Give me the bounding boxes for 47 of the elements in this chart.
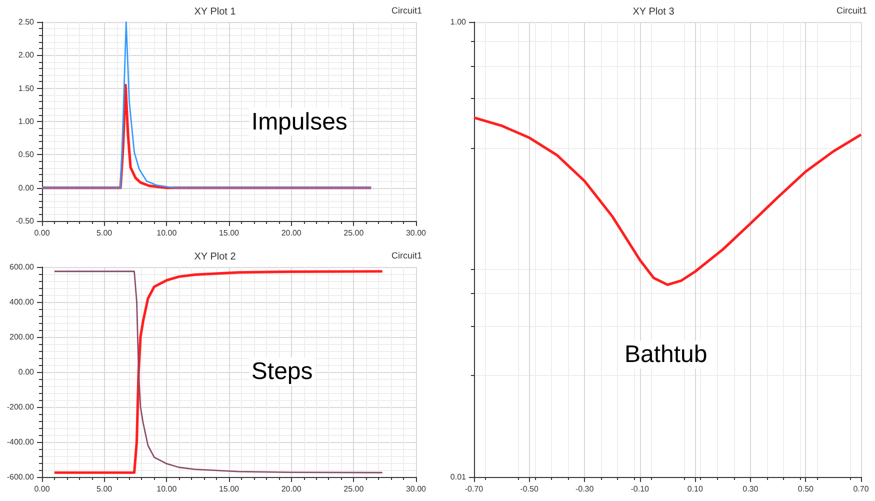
x-tick-label: -0.50 — [520, 484, 539, 494]
annotation: Impulses — [251, 108, 348, 136]
x-tick-label: 30.00 — [406, 484, 427, 494]
y-tick-label: 2.50 — [18, 18, 35, 26]
text: Circuit1 — [391, 250, 422, 260]
annotation: Steps — [251, 358, 313, 386]
chart-title: XY Plot 3 — [632, 6, 675, 18]
x-tick-label: 20.00 — [281, 484, 302, 494]
y-tick-label: -400.00 — [6, 438, 35, 446]
x-tick-label: -0.10 — [630, 484, 650, 494]
y-tick-label: 0.00 — [18, 368, 35, 376]
x-tick-label: -0.70 — [464, 484, 484, 494]
x-tick-label: 0.00 — [34, 228, 50, 238]
y-tick-label: 1.00 — [18, 117, 35, 126]
x-tick-label: 5.00 — [96, 228, 113, 238]
x-tick-label: 0.70 — [853, 484, 870, 494]
x-tick-label: -0.30 — [575, 484, 594, 494]
x-tick-label: 10.00 — [156, 228, 178, 238]
x-tick-label: 25.00 — [344, 228, 364, 238]
y-tick-label: -600.00 — [6, 472, 35, 482]
x-tick-label: 10.00 — [156, 484, 178, 494]
y-tick-label: 1.00 — [450, 18, 467, 26]
chart-title: XY Plot 2 — [194, 252, 236, 262]
y-tick-label: 2.00 — [18, 50, 35, 60]
x-tick-label: 25.00 — [344, 484, 364, 494]
y-tick-label: -0.50 — [16, 216, 35, 226]
text: Circuit1 — [391, 6, 422, 16]
annotation: Bathtub — [624, 341, 708, 368]
x-tick-label: 0.30 — [742, 484, 759, 494]
x-tick-label: 0.50 — [798, 484, 814, 494]
y-tick-label: 0.50 — [18, 150, 35, 160]
y-tick-label: 600.00 — [10, 262, 35, 272]
y-tick-label: -200.00 — [6, 402, 35, 412]
x-tick-label: 15.00 — [218, 228, 240, 238]
x-tick-label: 15.00 — [218, 484, 240, 494]
text: Circuit1 — [836, 6, 868, 16]
x-tick-label: 0.00 — [34, 484, 50, 494]
x-tick-label: 0.10 — [687, 484, 704, 494]
x-tick-label: 30.00 — [406, 228, 427, 238]
y-tick-label: 400.00 — [10, 298, 35, 306]
chart-title: XY Plot 1 — [194, 6, 236, 18]
y-tick-label: 0.01 — [450, 472, 467, 482]
y-tick-label: 0.00 — [18, 183, 35, 192]
y-tick-label: 1.50 — [18, 84, 35, 93]
x-tick-label: 5.00 — [96, 484, 113, 494]
x-tick-label: 20.00 — [281, 228, 302, 238]
y-tick-label: 200.00 — [10, 332, 35, 342]
